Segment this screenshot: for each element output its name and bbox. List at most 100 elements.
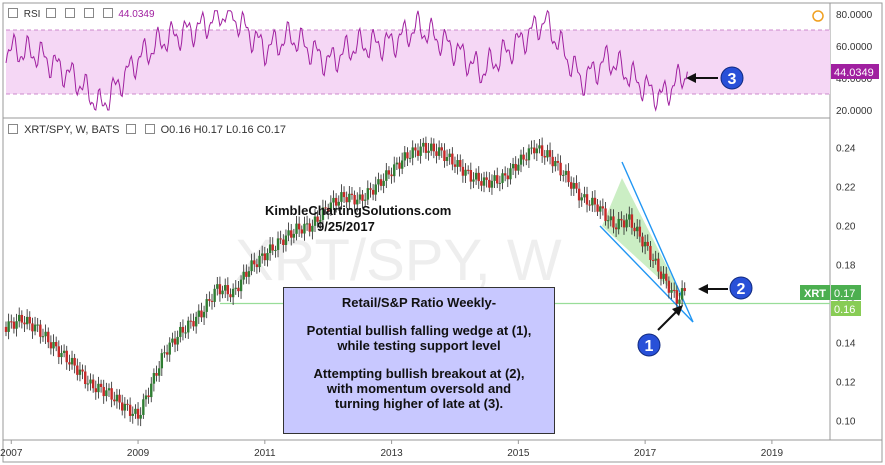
marker-3-circle xyxy=(720,66,744,90)
candle-body xyxy=(181,326,185,333)
candle-body xyxy=(588,204,591,206)
candle-body xyxy=(569,182,573,189)
candle-body xyxy=(313,216,317,226)
candle-body xyxy=(636,226,639,232)
settings-icon[interactable] xyxy=(65,8,76,18)
more-icon[interactable] xyxy=(102,8,113,18)
candle-body xyxy=(202,311,206,318)
candle-body xyxy=(580,197,583,201)
xrt-badge-value: 0.17 xyxy=(834,288,855,300)
candle-body xyxy=(562,174,565,176)
settings-main-icon[interactable] xyxy=(144,124,155,134)
candle-body xyxy=(337,201,340,206)
candle-body xyxy=(52,342,55,349)
candle-body xyxy=(4,326,8,332)
time-axis-tick-label: 2007 xyxy=(0,448,23,459)
collapse-icon[interactable] xyxy=(8,8,18,18)
candle-body xyxy=(432,143,436,152)
candle-body xyxy=(546,150,549,158)
candle-body xyxy=(403,152,406,161)
candle-body xyxy=(593,197,597,205)
candle-body xyxy=(276,238,280,250)
candle-body xyxy=(194,316,198,327)
candle-body xyxy=(94,388,97,393)
price-axis-tick-label: 0.18 xyxy=(836,261,856,272)
candle-body xyxy=(638,226,642,237)
candle-body xyxy=(472,179,475,182)
candle-body xyxy=(527,148,531,161)
candle-body xyxy=(41,336,45,338)
candle-body xyxy=(192,321,195,327)
xrt-badge: XRT 0.17 xyxy=(800,285,861,300)
candle-body xyxy=(408,157,412,159)
candle-body xyxy=(81,369,84,372)
close-icon[interactable] xyxy=(83,8,94,18)
rsi-axis-tick-label: 40.0000 xyxy=(836,74,873,85)
candle-body xyxy=(255,264,259,268)
price-axis-tick-label: 0.22 xyxy=(836,183,856,194)
visibility-icon[interactable] xyxy=(46,8,57,18)
candle-body xyxy=(319,219,322,222)
candle-body xyxy=(157,368,161,376)
candle-body xyxy=(456,160,459,167)
date-watermark: 9/25/2017 xyxy=(317,219,375,234)
candle-body xyxy=(606,220,610,222)
arrow-2-head xyxy=(698,284,708,294)
marker-1-circle xyxy=(637,333,661,357)
candle-body xyxy=(184,332,187,334)
candle-body xyxy=(567,170,570,183)
candle-body xyxy=(564,170,568,175)
candle-body xyxy=(628,214,631,220)
candle-body xyxy=(155,373,158,376)
candle-body xyxy=(390,174,393,177)
candle-body xyxy=(327,207,330,212)
brand-watermark: KimbleChartingSolutions.com xyxy=(265,203,452,218)
candle-body xyxy=(419,146,422,156)
candle-body xyxy=(387,170,391,175)
price-header: XRT/SPY, W, BATS O0.16 H0.17 L0.16 C0.17 xyxy=(8,124,286,136)
candle-body xyxy=(614,227,618,230)
candle-body xyxy=(474,172,478,180)
candle-body xyxy=(667,280,671,293)
candle-body xyxy=(15,321,18,329)
candle-body xyxy=(363,199,367,201)
candle-body xyxy=(205,299,208,312)
candle-body xyxy=(287,230,290,236)
candle-body xyxy=(503,173,507,176)
candle-body xyxy=(324,207,327,209)
candle-body xyxy=(279,238,282,240)
alert-icon[interactable] xyxy=(812,10,824,22)
candle-body xyxy=(514,163,517,171)
candle-body xyxy=(482,177,486,186)
candle-body xyxy=(10,321,13,323)
candle-body xyxy=(538,145,541,149)
candle-body xyxy=(493,175,496,181)
xrt-badge-label: XRT xyxy=(804,288,826,300)
rsi-pane: 80.0000 60.0000 40.0000 20.0000 xyxy=(5,9,873,117)
marker-3: 3 xyxy=(720,66,744,90)
collapse-main-icon[interactable] xyxy=(8,124,18,134)
price-axis-tick-label: 0.14 xyxy=(836,339,856,350)
time-axis-tick-label: 2011 xyxy=(254,448,276,459)
candle-body xyxy=(496,175,499,184)
candle-body xyxy=(609,216,612,221)
candle-body xyxy=(443,150,446,161)
candle-body xyxy=(366,188,370,200)
candle-body xyxy=(239,279,243,292)
visibility-main-icon[interactable] xyxy=(125,124,136,134)
time-axis-tick-label: 2009 xyxy=(127,448,150,459)
callout-title: Retail/S&P Ratio Weekly- xyxy=(341,295,497,310)
candle-body xyxy=(680,288,684,300)
background-watermark: XRT/SPY, W xyxy=(235,228,562,293)
candle-body xyxy=(224,285,227,291)
candle-body xyxy=(559,162,562,176)
candle-body xyxy=(435,151,438,156)
candle-body xyxy=(437,147,441,156)
candle-body xyxy=(303,223,306,234)
candle-body xyxy=(498,182,502,184)
support-badge-bg xyxy=(831,301,861,316)
candle-body xyxy=(662,273,665,279)
candle-body xyxy=(340,192,343,202)
candle-body xyxy=(290,230,293,238)
callout-line-3: Attempting bullish breakout at (2), xyxy=(313,366,525,381)
